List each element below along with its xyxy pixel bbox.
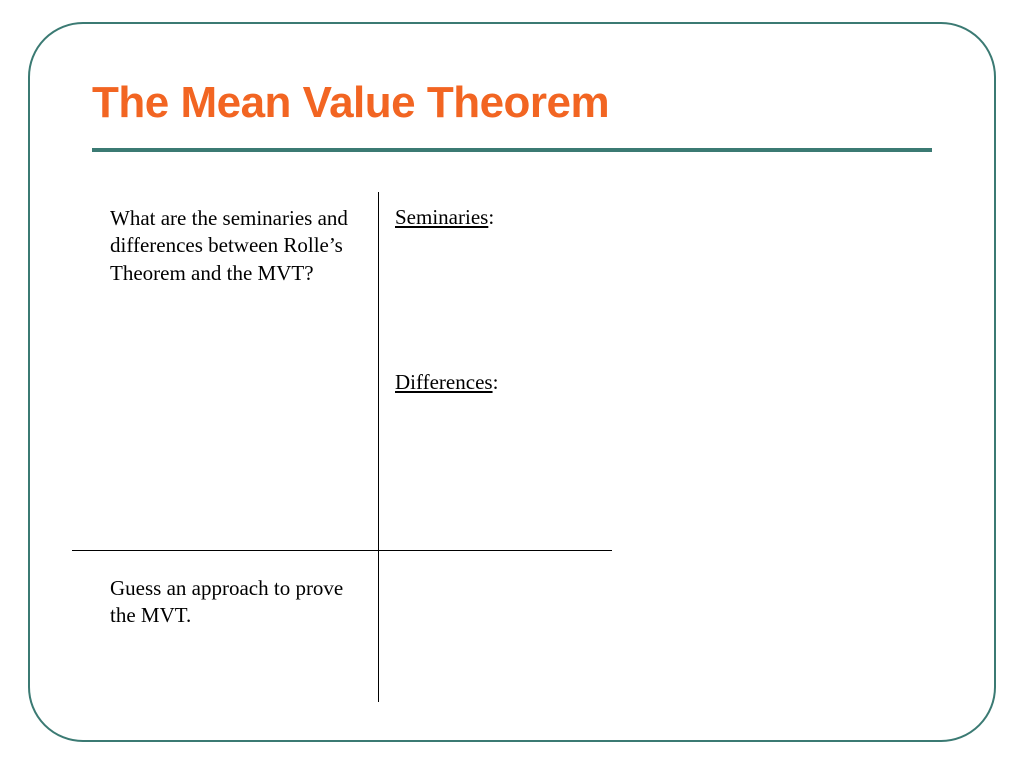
label-seminaries: Seminaries: [395, 205, 494, 230]
slide-frame [28, 22, 996, 742]
table-vertical-divider [378, 192, 379, 702]
label-seminaries-text: Seminaries [395, 205, 488, 229]
title-underline [92, 148, 932, 152]
question-2: Guess an approach to prove the MVT. [110, 575, 370, 630]
label-differences-text: Differences [395, 370, 493, 394]
question-1: What are the seminaries and differences … [110, 205, 370, 287]
slide-title: The Mean Value Theorem [92, 78, 609, 128]
table-horizontal-divider [72, 550, 612, 551]
label-differences: Differences: [395, 370, 498, 395]
